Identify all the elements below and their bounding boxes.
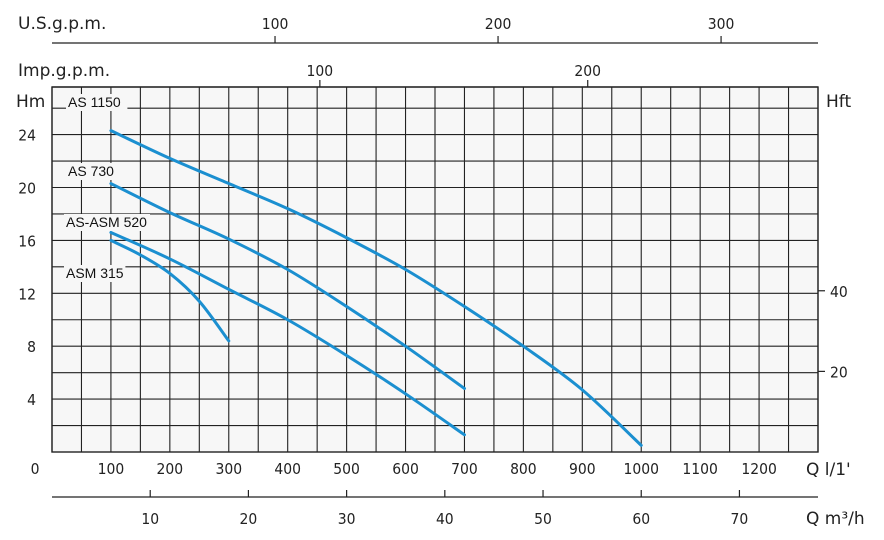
q-lmin-tick-label: 400 [274, 460, 301, 478]
curve-labels: AS 1150 AS 730 AS-ASM 520 ASM 315 [64, 94, 150, 282]
q-lmin-label: Q l/1' [806, 460, 851, 480]
hft-tick-label: 40 [830, 283, 848, 301]
q-lmin-tick-label: 1000 [623, 460, 658, 478]
m3h-tick-label: 60 [632, 510, 650, 528]
q-lmin-tick-label: 800 [510, 460, 537, 478]
q-lmin-tick-label: 1100 [682, 460, 717, 478]
q-lmin-tick-label: 700 [451, 460, 478, 478]
curve-label-bg [64, 214, 150, 231]
tick-labels: 0 100 200 300 400 500 600 700 800 900 1000 1100 1200… [18, 15, 848, 528]
hft-tick-label: 20 [830, 363, 848, 381]
m3h-tick-label: 20 [240, 510, 258, 528]
m3h-tick-label: 10 [141, 510, 159, 528]
curve-label-bg [66, 163, 120, 180]
curve-as-1150 [109, 129, 643, 447]
imp-gpm-tick-label: 100 [307, 62, 334, 80]
q-lmin-tick-label: 1200 [741, 460, 776, 478]
m3h-tick-label: 40 [436, 510, 454, 528]
q-lmin-tick-label: 100 [98, 460, 125, 478]
curve-label: AS 1150 [68, 94, 121, 110]
m3h-tick-label: 50 [534, 510, 552, 528]
curve-label: AS-ASM 520 [66, 214, 147, 230]
us-gpm-tick-label: 200 [485, 15, 512, 33]
hm-tick-label: 12 [18, 285, 36, 303]
curve-asm-315 [109, 238, 231, 343]
curve-label: ASM 315 [66, 265, 124, 281]
q-lmin-tick-label: 600 [392, 460, 419, 478]
us-gpm-tick-label: 300 [708, 15, 735, 33]
us-gpm-label: U.S.g.p.m. [18, 14, 106, 34]
imp-gpm-tick-label: 200 [574, 62, 601, 80]
hm-tick-label: 4 [27, 391, 36, 409]
q-lmin-tick-label: 300 [215, 460, 242, 478]
imp-gpm-label: Imp.g.p.m. [18, 61, 110, 81]
hm-tick-label: 16 [18, 232, 36, 250]
curve-label-bg [64, 265, 126, 282]
us-gpm-tick-label: 100 [262, 15, 289, 33]
curve-label-bg [66, 94, 128, 111]
q-lmin-tick-label: 200 [157, 460, 184, 478]
curves [109, 129, 643, 447]
hm-label: Hm [16, 92, 45, 112]
hm-tick-label: 24 [18, 127, 36, 145]
curve-as-asm-520 [109, 230, 466, 437]
q-lmin-tick-label: 900 [569, 460, 596, 478]
q-m3h-label: Q m³/h [806, 509, 865, 529]
m3h-tick-label: 70 [731, 510, 749, 528]
hm-tick-label: 8 [27, 338, 36, 356]
hm-tick-label: 20 [18, 180, 36, 198]
m3h-tick-label: 30 [338, 510, 356, 528]
curve-label: AS 730 [68, 163, 114, 179]
q-lmin-tick-label: 0 [31, 460, 40, 478]
curve-as-730 [109, 182, 466, 391]
hft-label: Hft [826, 92, 851, 112]
q-lmin-tick-label: 500 [333, 460, 360, 478]
